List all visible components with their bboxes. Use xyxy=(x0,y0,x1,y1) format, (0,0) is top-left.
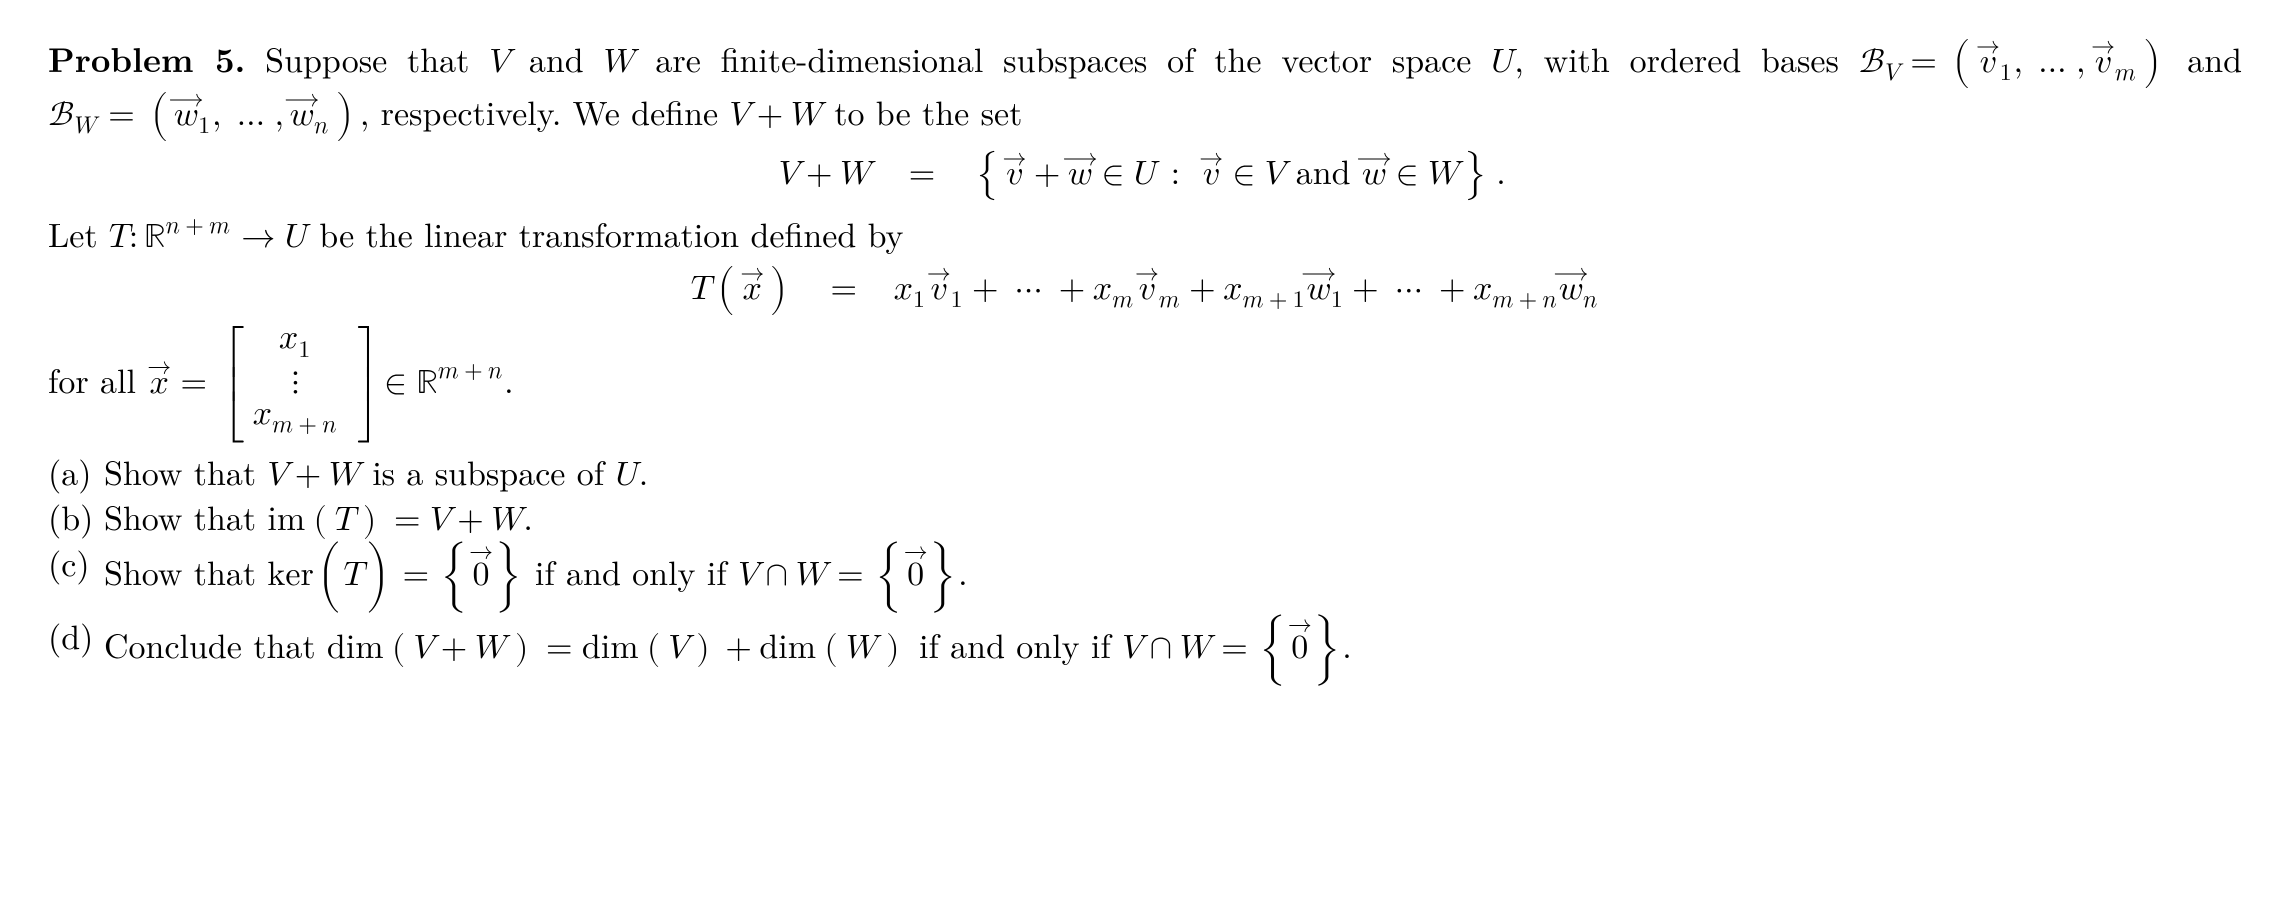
problem-mid1: Let T:ℝn+m→U be the linear transformatio… xyxy=(48,211,2242,257)
equation-T-def: T(x→)=x1v→1+⋯+xmv→m+xm+1w→1+⋯+xm+nw→n xyxy=(48,265,2242,316)
parts-list: (a) Show that V+W is a subspace of U. (b… xyxy=(48,449,2242,687)
problem-mid2: for all x→=[x1⋮xm+n]∈ℝm+n. xyxy=(48,326,2242,443)
part-label: (b) xyxy=(48,494,104,540)
part-text: Conclude that dim(V+W)=dim(V)+dim(W) if … xyxy=(104,613,1352,686)
part-text: Show that ker(T)={0→} if and only if V∩W… xyxy=(104,540,968,613)
part-label: (d) xyxy=(48,613,104,659)
problem-intro: Problem 5. Suppose that V and W are fini… xyxy=(48,36,2242,142)
part-text: Show that im(T)=V+W. xyxy=(104,494,533,540)
part-label: (a) xyxy=(48,449,104,495)
part-a: (a) Show that V+W is a subspace of U. xyxy=(48,449,2242,495)
part-c: (c) Show that ker(T)={0→} if and only if… xyxy=(48,540,2242,613)
part-text: Show that V+W is a subspace of U. xyxy=(104,449,648,495)
problem-intro-text: Suppose that V and W are finite-dimensio… xyxy=(48,34,2242,135)
problem-label: Problem 5. xyxy=(48,34,245,83)
part-label: (c) xyxy=(48,540,104,586)
part-d: (d) Conclude that dim(V+W)=dim(V)+dim(W)… xyxy=(48,613,2242,686)
part-b: (b) Show that im(T)=V+W. xyxy=(48,494,2242,540)
equation-vw-def: V+W={v→+w→∈U:v→∈V and w→∈W}. xyxy=(48,150,2242,201)
